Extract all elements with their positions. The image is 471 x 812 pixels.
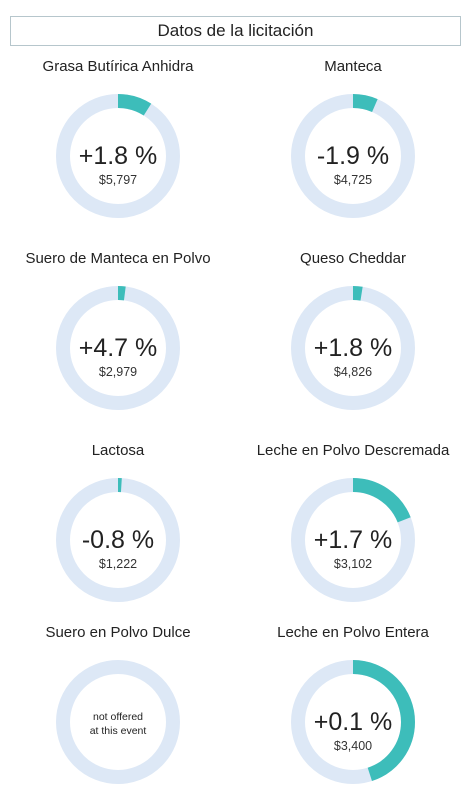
price-value: $3,102	[334, 557, 372, 571]
product-card-leche-descremada: Leche en Polvo Descremada +1.7 % $3,102	[235, 442, 471, 630]
product-name: Leche en Polvo Entera	[277, 624, 429, 641]
product-name: Leche en Polvo Descremada	[256, 442, 450, 459]
ring-segment	[291, 660, 415, 784]
product-name: Suero en Polvo Dulce	[45, 624, 191, 641]
ring-segment	[291, 94, 415, 218]
change-percent: +1.8 %	[79, 142, 158, 170]
donut-chart: -0.8 % $1,222	[56, 478, 180, 602]
change-percent: +1.8 %	[314, 334, 393, 362]
product-name: Grasa Butírica Anhidra	[42, 58, 194, 75]
ring-segment	[56, 478, 180, 602]
change-percent: +1.7 %	[314, 526, 393, 554]
ring-background	[56, 660, 180, 784]
ring-segment	[291, 478, 415, 602]
donut-chart: -1.9 % $4,725	[291, 94, 415, 218]
donut-chart: +1.8 % $5,797	[56, 94, 180, 218]
donut-chart: +1.8 % $4,826	[291, 286, 415, 410]
product-card-suero-de-manteca: Suero de Manteca en Polvo +4.7 % $2,979	[0, 250, 236, 438]
price-value: $2,979	[99, 365, 137, 379]
ring-segment	[56, 94, 180, 218]
donut-chart: +0.1 % $3,400	[291, 660, 415, 784]
not-offered-note-line2: at this event	[90, 725, 147, 737]
product-name: Lactosa	[91, 442, 145, 459]
product-card-leche-entera: Leche en Polvo Entera +0.1 % $3,400	[235, 624, 471, 812]
change-percent: -0.8 %	[82, 526, 154, 554]
ring-segment	[291, 286, 415, 410]
change-percent: -1.9 %	[317, 142, 389, 170]
product-card-suero-dulce: Suero en Polvo Dulce not offered at this…	[0, 624, 236, 812]
page-title: Datos de la licitación	[10, 16, 461, 46]
product-name: Queso Cheddar	[300, 250, 406, 267]
donut-chart: +4.7 % $2,979	[56, 286, 180, 410]
price-value: $1,222	[99, 557, 137, 571]
price-value: $5,797	[99, 173, 137, 187]
donut-chart: +1.7 % $3,102	[291, 478, 415, 602]
product-card-lactosa: Lactosa -0.8 % $1,222	[0, 442, 236, 630]
change-percent: +0.1 %	[314, 708, 393, 736]
donut-chart: not offered at this event	[56, 660, 180, 784]
change-percent: +4.7 %	[79, 334, 158, 362]
ring-segment	[56, 286, 180, 410]
product-name: Suero de Manteca en Polvo	[25, 250, 211, 267]
product-name: Manteca	[324, 58, 382, 75]
price-value: $3,400	[334, 739, 372, 753]
product-card-grasa-butirica: Grasa Butírica Anhidra +1.8 % $5,797	[0, 58, 236, 246]
not-offered-note: not offered	[93, 711, 143, 723]
product-card-manteca: Manteca -1.9 % $4,725	[235, 58, 471, 246]
price-value: $4,725	[334, 173, 372, 187]
product-card-queso-cheddar: Queso Cheddar +1.8 % $4,826	[235, 250, 471, 438]
price-value: $4,826	[334, 365, 372, 379]
